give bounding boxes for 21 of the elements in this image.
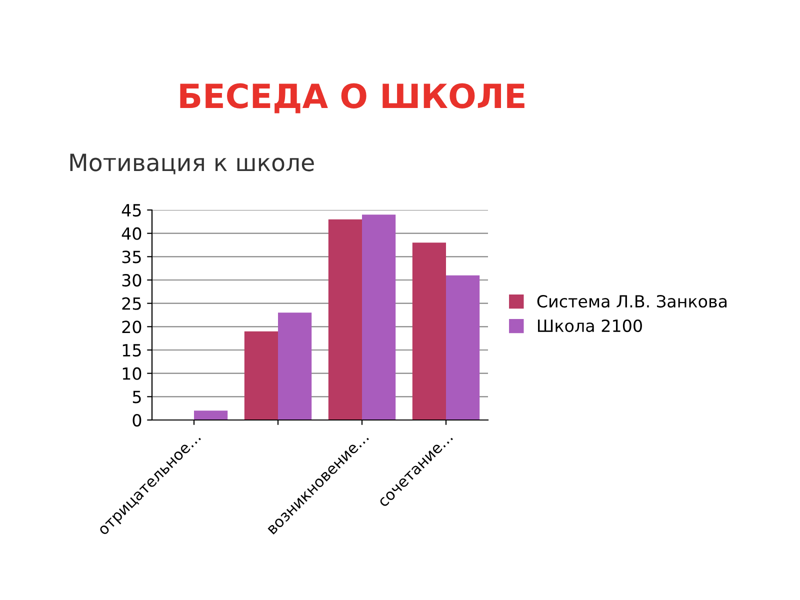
y-tick-label: 20	[122, 320, 142, 334]
bar	[446, 275, 480, 420]
bar	[362, 214, 396, 420]
legend-label: Система Л.В. Занкова	[537, 294, 727, 308]
bar	[194, 410, 228, 420]
legend-label: Школа 2100	[538, 319, 642, 332]
y-tick-label: 10	[122, 367, 142, 380]
y-tick-label: 40	[122, 227, 142, 240]
y-tick-label: 0	[132, 414, 142, 427]
bar	[244, 331, 278, 420]
bar	[412, 242, 446, 420]
bar	[278, 312, 312, 420]
y-tick-label: 35	[122, 250, 141, 264]
chart-title: БЕСЕДА О ШКОЛЕ	[180, 83, 524, 114]
y-tick-label: 30	[122, 274, 142, 287]
y-tick-label: 45	[122, 204, 141, 217]
y-tick-label: 5	[132, 390, 141, 404]
chart-subtitle: Мотивация к школе	[70, 154, 314, 174]
y-tick-label: 15	[122, 344, 141, 357]
y-tick-label: 25	[122, 297, 141, 310]
bar	[328, 219, 362, 420]
